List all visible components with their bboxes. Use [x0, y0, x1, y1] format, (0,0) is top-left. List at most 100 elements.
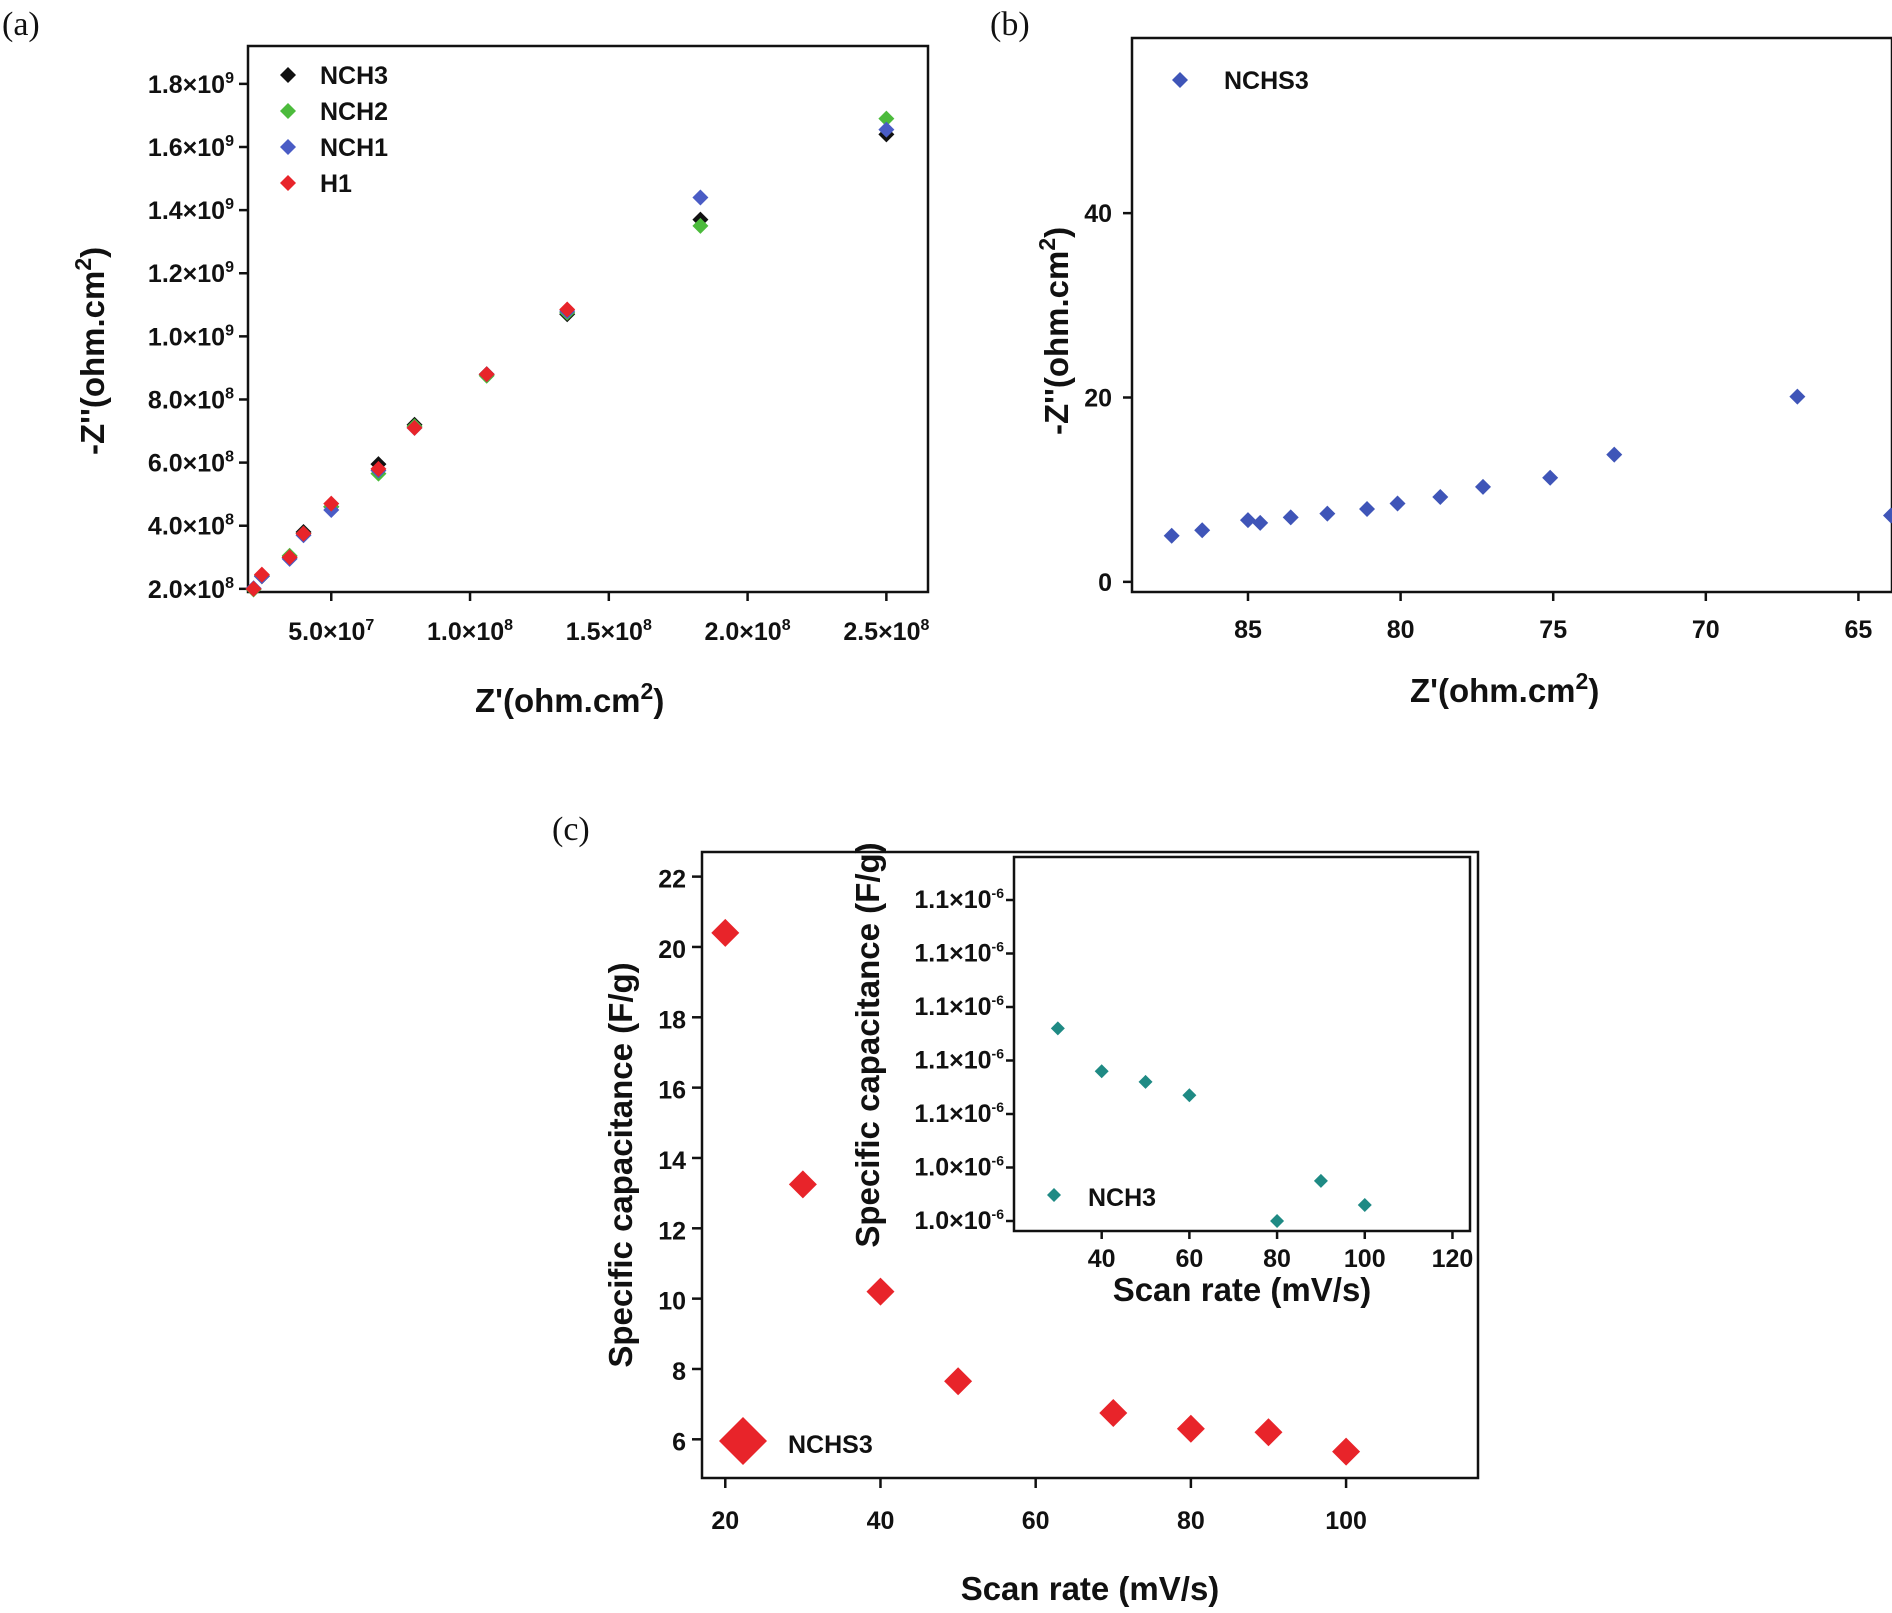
a-legend-label-nch3: NCH3 — [320, 62, 388, 90]
c-xtick-label: 20 — [711, 1507, 739, 1535]
c-point-nchs3 — [1332, 1437, 1361, 1466]
i-point-nch3 — [1138, 1074, 1153, 1089]
i-ytick-label: 1.0×10-6 — [914, 1153, 1004, 1182]
a-point-nch2 — [878, 110, 895, 127]
a-point-h1 — [478, 366, 495, 383]
b-point-nchs3 — [1883, 507, 1892, 524]
b-point-nchs3 — [1432, 489, 1449, 506]
c-point-nchs3 — [866, 1277, 895, 1306]
a-ytick-label-mantissa: 6.0×10 — [148, 450, 225, 478]
a-ytick-label: 1.2×109 — [148, 259, 234, 288]
a-legend-marker-nch2 — [280, 103, 296, 119]
a-xtick-label-exponent: 8 — [504, 617, 513, 634]
c-point-nchs3 — [1176, 1414, 1205, 1443]
i-ytick-label-mantissa: 1.0×10 — [914, 1207, 991, 1235]
panel-a: (a) 5.0×107 1.0×108 1.5×108 2.0×108 2.5×1082… — [2, 6, 930, 719]
b-ytick-label: 40 — [1084, 200, 1112, 228]
panel-c-letter: (c) — [552, 811, 590, 848]
a-point-h1 — [253, 566, 270, 583]
c-xtick-label: 60 — [1022, 1507, 1050, 1535]
panel-c-ticks: 20 40 60 80 100 6 8 10 12 14 16 18 20 22 — [658, 866, 1367, 1535]
a-xtick-label-mantissa: 1.5×10 — [566, 618, 643, 646]
panel-a-ylabel-main: -Z''(ohm.cm — [74, 271, 111, 455]
c-ytick-label: 12 — [658, 1217, 686, 1245]
a-ytick-label: 2.0×108 — [148, 575, 234, 604]
a-point-nch2 — [692, 217, 709, 234]
panel-b-ylabel-main: -Z''(ohm.cm — [1038, 251, 1075, 435]
b-point-nchs3 — [1606, 446, 1623, 463]
b-point-nchs3 — [1542, 469, 1559, 486]
c-point-nchs3 — [711, 918, 740, 947]
panel-c-points — [711, 918, 1361, 1466]
a-legend-label-nch2: NCH2 — [320, 98, 388, 126]
c-xtick-label: 40 — [867, 1507, 895, 1535]
i-ytick-label-exponent: -6 — [992, 939, 1005, 955]
i-ytick-label: 1.1×10-6 — [914, 939, 1004, 968]
c-xtick-label: 80 — [1177, 1507, 1205, 1535]
b-xtick-label: 80 — [1387, 616, 1415, 644]
a-legend-marker-nch1 — [280, 139, 296, 155]
inset-xlabel: Scan rate (mV/s) — [1113, 1271, 1372, 1308]
a-xtick-label-exponent: 8 — [782, 617, 791, 634]
i-ytick-label-exponent: -6 — [992, 885, 1005, 901]
a-ytick-label: 6.0×108 — [148, 449, 234, 478]
a-xtick-label-mantissa: 2.5×10 — [843, 618, 920, 646]
c-ytick-label: 20 — [658, 936, 686, 964]
a-ytick-label-exponent: 8 — [225, 385, 234, 402]
a-ytick-label-exponent: 8 — [225, 575, 234, 592]
i-ytick-label-mantissa: 1.1×10 — [914, 940, 991, 968]
a-xtick-label-mantissa: 5.0×10 — [288, 618, 365, 646]
i-ytick-label-mantissa: 1.0×10 — [914, 1154, 991, 1182]
c-ytick-label: 22 — [658, 866, 686, 894]
a-ytick-label-exponent: 8 — [225, 449, 234, 466]
a-ytick-label: 1.0×109 — [148, 322, 234, 351]
panel-a-points — [245, 110, 895, 598]
i-ytick-label-mantissa: 1.1×10 — [914, 1047, 991, 1075]
panel-b-ylabel-end: ) — [1038, 227, 1075, 238]
i-point-nch3 — [1357, 1197, 1372, 1212]
i-ytick-label-exponent: -6 — [992, 1099, 1005, 1115]
c-ytick-label: 14 — [658, 1147, 686, 1175]
panel-b-ylabel: -Z''(ohm.cm2) — [1034, 227, 1075, 435]
c-point-nchs3 — [788, 1170, 817, 1199]
i-point-nch3 — [1094, 1064, 1109, 1079]
b-point-nchs3 — [1475, 478, 1492, 495]
b-ytick-label: 20 — [1084, 385, 1112, 413]
i-ytick-label: 1.1×10-6 — [914, 1046, 1004, 1075]
i-legend-marker-nch3 — [1047, 1188, 1061, 1202]
i-ytick-label-exponent: -6 — [992, 1046, 1005, 1062]
panel-b-xlabel: Z'(ohm.cm2) — [1410, 668, 1599, 709]
a-xtick-label-exponent: 7 — [365, 617, 374, 634]
b-xtick-label: 65 — [1845, 616, 1873, 644]
i-ytick-label-exponent: -6 — [992, 1206, 1005, 1222]
inset-legend: NCH3 — [1047, 1184, 1156, 1212]
panel-a-xlabel-main: Z'(ohm.cm — [475, 682, 641, 719]
panel-a-frame — [246, 44, 930, 594]
a-ytick-label-mantissa: 8.0×10 — [148, 386, 225, 414]
a-ytick-label-mantissa: 1.4×10 — [148, 197, 225, 225]
inset-ylabel: Specific capacitance (F/g) — [849, 842, 886, 1247]
panel-c-ylabel: Specific capacitance (F/g) — [602, 962, 639, 1367]
i-ytick-label-mantissa: 1.1×10 — [914, 886, 991, 914]
i-point-nch3 — [1313, 1173, 1328, 1188]
a-legend-label-nch1: NCH1 — [320, 134, 388, 162]
a-ytick-label-exponent: 9 — [225, 196, 234, 213]
a-ytick-label-mantissa: 1.0×10 — [148, 323, 225, 351]
a-xtick-label: 2.0×108 — [705, 617, 791, 646]
c-point-nchs3 — [944, 1367, 973, 1396]
panel-a-legend: NCH3 NCH2 NCH1 H1 — [280, 62, 388, 198]
c-ytick-label: 6 — [672, 1428, 686, 1456]
panel-b-xlabel-end: ) — [1588, 672, 1599, 709]
i-ytick-label-mantissa: 1.1×10 — [914, 1100, 991, 1128]
c-xtick-label: 100 — [1325, 1507, 1367, 1535]
panel-c-xlabel: Scan rate (mV/s) — [961, 1570, 1220, 1607]
a-xtick-label-mantissa: 1.0×10 — [427, 618, 504, 646]
c-ytick-label: 10 — [658, 1288, 686, 1316]
i-xtick-label: 80 — [1263, 1245, 1291, 1273]
b-xtick-label: 75 — [1539, 616, 1567, 644]
panel-a-ylabel: -Z''(ohm.cm2) — [70, 247, 111, 455]
a-ytick-label-exponent: 9 — [225, 322, 234, 339]
a-ytick-label: 4.0×108 — [148, 512, 234, 541]
panel-a-xlabel: Z'(ohm.cm2) — [475, 678, 664, 719]
